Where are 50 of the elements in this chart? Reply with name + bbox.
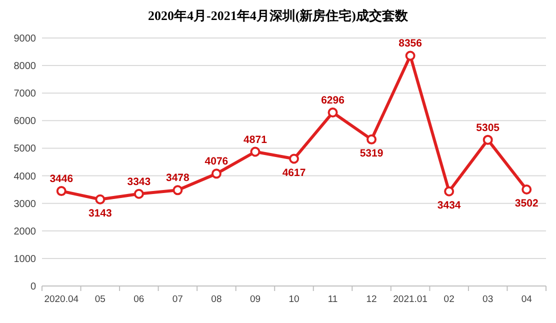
point (482, 134, 493, 145)
point (405, 50, 416, 61)
point (172, 185, 183, 196)
y-tick-label: 7000 (14, 88, 36, 100)
y-tick-label: 0 (30, 282, 36, 292)
y-tick-label: 8000 (14, 61, 36, 72)
chart-title: 2020年4月-2021年4月深圳(新房住宅)成交套数 (148, 8, 409, 23)
data-label: 6296 (321, 94, 345, 107)
x-tick-label: 10 (288, 294, 300, 305)
data-label: 3446 (50, 173, 74, 186)
y-tick-label: 3000 (14, 198, 36, 210)
y-tick-label: 5000 (14, 144, 36, 155)
data-label: 5305 (476, 122, 500, 134)
point (289, 154, 299, 164)
data-label: 3478 (166, 172, 190, 184)
point (56, 186, 66, 196)
x-tick-label: 08 (211, 294, 222, 305)
y-tick-label: 1000 (14, 254, 36, 265)
point (444, 186, 454, 196)
x-tick-label: 04 (521, 294, 532, 305)
data-label: 3143 (88, 207, 112, 220)
y-tick-label: 9000 (14, 34, 36, 44)
x-tick-label: 06 (134, 294, 144, 305)
x-tick-label: 11 (328, 294, 338, 305)
x-tick-label: 2021.01 (393, 294, 428, 305)
point (366, 134, 377, 144)
data-label: 4076 (204, 156, 228, 168)
data-label: 8356 (398, 38, 422, 50)
x-tick-label: 12 (366, 294, 377, 305)
point (211, 168, 222, 179)
x-tick-label: 09 (250, 294, 261, 305)
data-label: 3502 (514, 198, 538, 210)
x-tick-label: 02 (444, 294, 454, 305)
data-label: 3434 (437, 199, 461, 212)
y-tick-label: 2000 (14, 226, 36, 238)
y-tick-label: 6000 (14, 116, 36, 128)
point (328, 108, 338, 118)
point (522, 184, 532, 194)
y-tick-label: 4000 (14, 171, 36, 182)
point (95, 194, 106, 204)
x-tick-label: 03 (482, 294, 494, 305)
point (134, 188, 144, 199)
data-label: 4617 (282, 166, 306, 179)
x-tick-label: 2020.04 (44, 294, 79, 305)
data-label: 3343 (127, 176, 151, 188)
data-label: 4871 (244, 134, 268, 146)
x-tick-label: 07 (172, 294, 183, 305)
point (250, 146, 260, 157)
x-tick-label: 05 (94, 294, 106, 305)
data-label: 5319 (360, 147, 384, 160)
